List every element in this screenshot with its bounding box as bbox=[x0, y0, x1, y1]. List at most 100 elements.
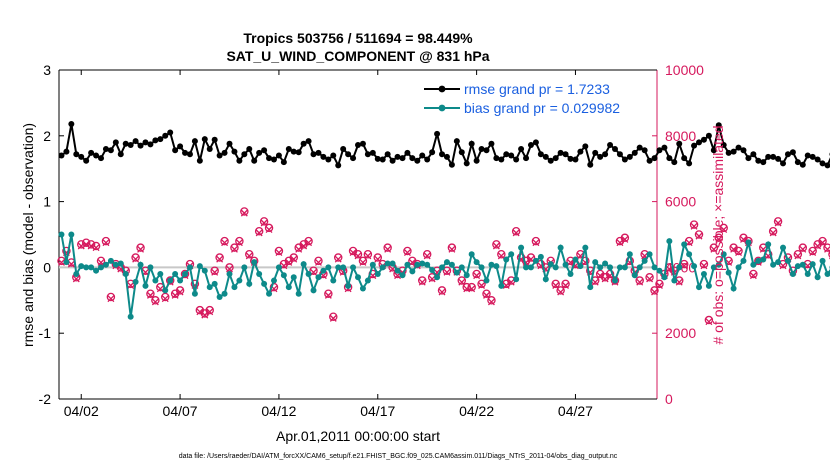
obs-assimilated-point bbox=[769, 229, 777, 237]
rmse-point bbox=[285, 145, 292, 152]
obs-possible-point bbox=[808, 246, 817, 256]
rmse-point bbox=[453, 138, 460, 145]
bias-point bbox=[394, 267, 401, 274]
legend-bias-marker bbox=[438, 104, 446, 112]
obs-assimilated-point bbox=[226, 265, 233, 273]
obs-possible-point bbox=[165, 276, 175, 285]
bias-point bbox=[691, 263, 698, 270]
obs-assimilated-point bbox=[235, 239, 243, 247]
obs-possible-point bbox=[333, 253, 343, 262]
rmse-point bbox=[532, 139, 539, 146]
bias-point bbox=[597, 264, 604, 271]
bias-point bbox=[508, 251, 515, 258]
rmse-point bbox=[789, 149, 796, 156]
bias-point bbox=[206, 284, 213, 291]
rmse-point bbox=[340, 145, 347, 152]
bias-point bbox=[122, 270, 129, 277]
rmse-point bbox=[473, 157, 480, 164]
bias-point bbox=[463, 272, 470, 279]
rmse-point bbox=[478, 145, 485, 152]
rmse-point bbox=[364, 151, 371, 158]
bias-point bbox=[147, 264, 154, 271]
bias-point bbox=[819, 257, 826, 264]
rmse-point bbox=[616, 151, 623, 158]
rmse-point bbox=[335, 162, 342, 169]
bias-point bbox=[157, 270, 164, 277]
bias-point bbox=[799, 261, 806, 268]
bias-point bbox=[117, 260, 124, 267]
bias-point bbox=[671, 277, 678, 284]
obs-possible-point bbox=[324, 289, 333, 298]
rmse-point bbox=[794, 159, 801, 166]
legend-rmse-label: rmse grand pr = 1.7233 bbox=[464, 81, 610, 97]
obs-assimilated-point bbox=[601, 275, 609, 283]
bias-point bbox=[414, 261, 421, 268]
rmse-point bbox=[503, 151, 510, 158]
obs-possible-point bbox=[259, 217, 269, 226]
bias-point bbox=[696, 284, 703, 291]
rmse-point bbox=[147, 141, 154, 148]
rmse-point bbox=[691, 142, 698, 149]
bias-point bbox=[616, 264, 623, 271]
footer-data-file: data file: /Users/raeder/DAI/ATM_forcXX/… bbox=[179, 453, 618, 460]
bias-point bbox=[241, 264, 248, 271]
obs-possible-point bbox=[793, 249, 803, 259]
bias-point bbox=[216, 294, 223, 301]
rmse-point bbox=[83, 157, 90, 164]
obs-assimilated-point bbox=[532, 239, 540, 247]
rmse-point bbox=[137, 142, 144, 149]
obs-possible-point bbox=[620, 233, 630, 243]
rmse-point bbox=[152, 137, 159, 144]
obs-possible-point bbox=[264, 223, 274, 233]
rmse-point bbox=[547, 157, 554, 164]
obs-assimilated-point bbox=[636, 278, 644, 286]
bias-point bbox=[715, 261, 722, 268]
bias-point bbox=[700, 270, 707, 277]
bias-point bbox=[142, 282, 149, 289]
bias-point bbox=[355, 274, 361, 281]
rmse-point bbox=[419, 152, 426, 159]
bias-point bbox=[478, 264, 485, 271]
bias-point bbox=[236, 277, 243, 284]
rmse-point bbox=[93, 152, 100, 159]
bias-point bbox=[784, 257, 791, 264]
obs-possible-point bbox=[457, 276, 467, 285]
obs-assimilated-point bbox=[700, 262, 708, 270]
obs-possible-point bbox=[650, 286, 659, 295]
rmse-point bbox=[236, 157, 243, 164]
bias-point bbox=[750, 261, 757, 268]
obs-possible-point bbox=[210, 266, 219, 275]
rmse-point bbox=[572, 156, 579, 163]
bias-point bbox=[735, 264, 742, 271]
bias-point bbox=[270, 277, 277, 284]
bias-point bbox=[710, 264, 717, 271]
rmse-point bbox=[775, 155, 782, 162]
obs-assimilated-point bbox=[58, 259, 65, 266]
obs-assimilated-point bbox=[132, 255, 140, 263]
bias-point bbox=[434, 274, 441, 281]
rmse-point bbox=[508, 152, 515, 159]
obs-assimilated-point bbox=[695, 232, 703, 240]
obs-assimilated-point bbox=[779, 262, 787, 270]
rmse-point bbox=[750, 151, 757, 158]
obs-assimilated-point bbox=[255, 229, 263, 237]
rmse-point bbox=[819, 160, 826, 167]
rmse-point bbox=[127, 142, 134, 149]
rmse-point bbox=[527, 142, 534, 149]
obs-possible-point bbox=[768, 226, 778, 236]
rmse-point bbox=[266, 155, 273, 162]
bias-point bbox=[582, 244, 589, 251]
obs-possible-point bbox=[472, 269, 481, 279]
obs-possible-point bbox=[531, 236, 541, 246]
bias-point bbox=[587, 284, 594, 291]
bias-point bbox=[592, 259, 599, 266]
obs-possible-point bbox=[645, 273, 654, 282]
rmse-point bbox=[631, 149, 638, 156]
obs-assimilated-point bbox=[562, 282, 570, 289]
obs-assimilated-point bbox=[774, 219, 782, 227]
rmse-point bbox=[725, 149, 732, 156]
bias-point bbox=[167, 277, 174, 284]
rmse-point bbox=[626, 153, 633, 160]
obs-assimilated-point bbox=[507, 278, 515, 286]
obs-assimilated-point bbox=[497, 252, 505, 260]
